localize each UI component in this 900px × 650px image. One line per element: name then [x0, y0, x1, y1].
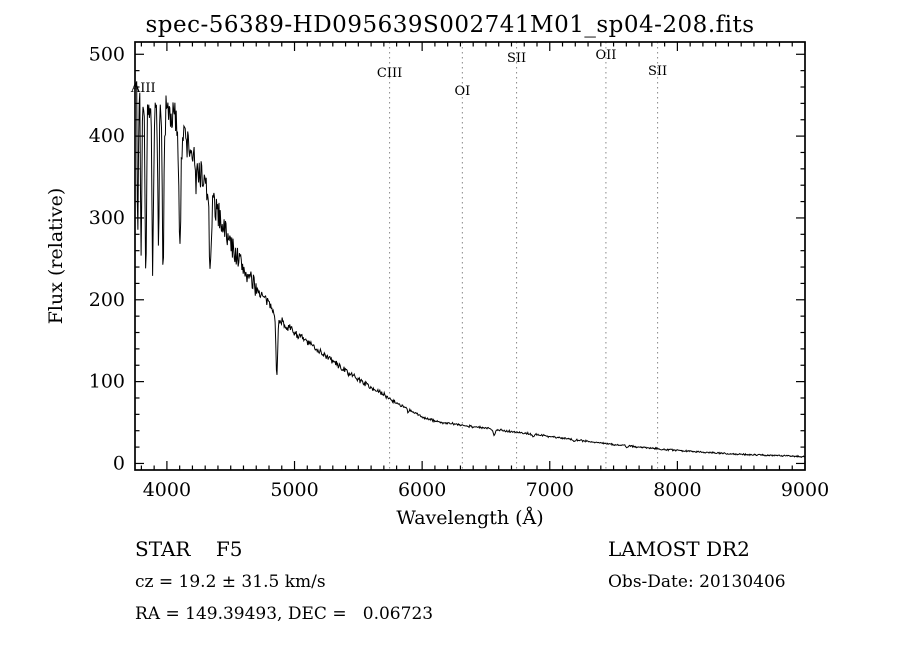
- svg-text:Flux (relative): Flux (relative): [45, 188, 67, 325]
- svg-text:Wavelength (Å): Wavelength (Å): [396, 507, 543, 529]
- svg-text:200: 200: [89, 289, 125, 311]
- svg-text:300: 300: [89, 207, 125, 229]
- ra-dec: RA = 149.39493, DEC = 0.06723: [135, 604, 434, 624]
- footer-left: STAR F5 cz = 19.2 ± 31.5 km/s RA = 149.3…: [135, 537, 433, 636]
- object-class: STAR F5: [135, 537, 243, 561]
- svg-text:7000: 7000: [526, 479, 574, 501]
- obs-date: Obs-Date: 20130406: [608, 572, 786, 592]
- svg-text:OI: OI: [454, 84, 470, 99]
- survey-release: LAMOST DR2: [608, 537, 750, 561]
- svg-text:SII: SII: [648, 64, 667, 79]
- svg-text:SII: SII: [507, 51, 526, 66]
- svg-text:AIII: AIII: [130, 81, 156, 96]
- svg-text:0: 0: [113, 452, 125, 474]
- footer-right: LAMOST DR2 Obs-Date: 20130406: [608, 537, 786, 604]
- svg-text:4000: 4000: [143, 479, 191, 501]
- plot-title: spec-56389-HD095639S002741M01_sp04-208.f…: [145, 12, 755, 38]
- svg-text:OII: OII: [595, 48, 616, 63]
- svg-text:6000: 6000: [398, 479, 446, 501]
- svg-text:9000: 9000: [781, 479, 829, 501]
- svg-text:CIII: CIII: [377, 66, 402, 81]
- svg-text:400: 400: [89, 125, 125, 147]
- svg-text:5000: 5000: [270, 479, 318, 501]
- cz-value: cz = 19.2 ± 31.5 km/s: [135, 572, 326, 592]
- svg-text:8000: 8000: [653, 479, 701, 501]
- svg-text:500: 500: [89, 43, 125, 65]
- svg-text:100: 100: [89, 371, 125, 393]
